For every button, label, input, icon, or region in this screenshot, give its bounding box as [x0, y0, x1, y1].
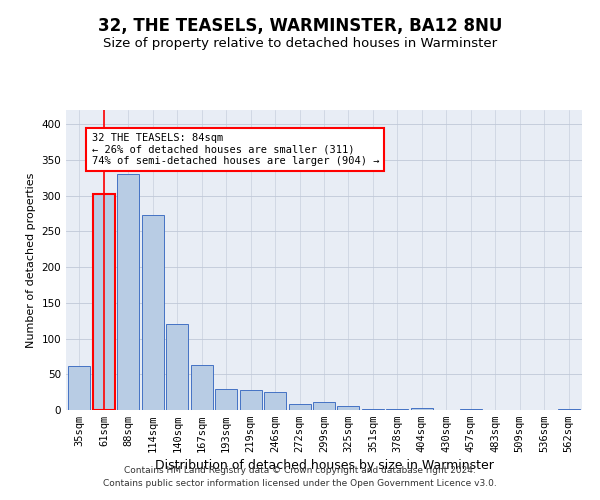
Bar	[191, 365, 213, 410]
Bar	[239, 390, 262, 410]
Bar	[68, 366, 91, 410]
Bar	[460, 408, 482, 410]
Bar	[411, 408, 433, 410]
Text: 32, THE TEASELS, WARMINSTER, BA12 8NU: 32, THE TEASELS, WARMINSTER, BA12 8NU	[98, 18, 502, 36]
Bar	[264, 392, 286, 410]
Bar	[289, 404, 311, 410]
Bar	[142, 215, 164, 410]
Bar	[362, 408, 384, 410]
Bar	[557, 408, 580, 410]
Bar	[166, 324, 188, 410]
Bar	[118, 174, 139, 410]
Y-axis label: Number of detached properties: Number of detached properties	[26, 172, 36, 348]
Bar	[215, 390, 237, 410]
Text: 32 THE TEASELS: 84sqm
← 26% of detached houses are smaller (311)
74% of semi-det: 32 THE TEASELS: 84sqm ← 26% of detached …	[92, 133, 379, 166]
Bar	[313, 402, 335, 410]
Text: Size of property relative to detached houses in Warminster: Size of property relative to detached ho…	[103, 38, 497, 51]
Text: Contains HM Land Registry data © Crown copyright and database right 2024.
Contai: Contains HM Land Registry data © Crown c…	[103, 466, 497, 487]
Bar	[93, 194, 115, 410]
X-axis label: Distribution of detached houses by size in Warminster: Distribution of detached houses by size …	[155, 460, 493, 472]
Bar	[337, 406, 359, 410]
